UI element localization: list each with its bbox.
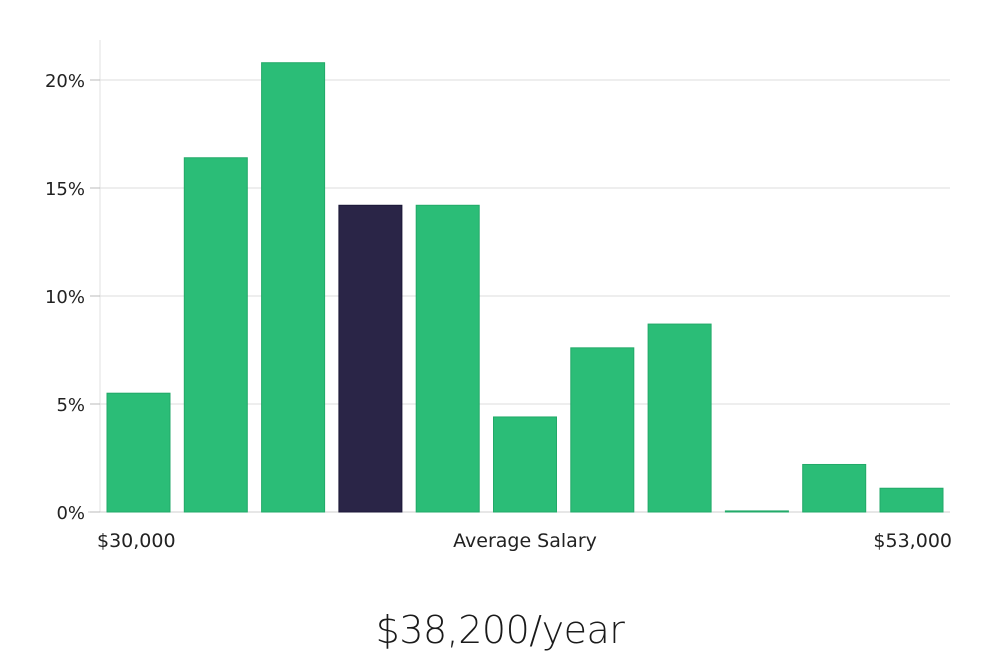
bar xyxy=(106,392,171,513)
bar xyxy=(724,510,789,513)
y-tick-label: 5% xyxy=(56,395,85,416)
y-tick-label: 15% xyxy=(45,179,85,200)
bar xyxy=(647,323,712,513)
bar xyxy=(261,62,326,513)
x-axis-title: Average Salary xyxy=(453,530,597,552)
average-salary-value: $38,200/year xyxy=(375,608,625,652)
y-tick-label: 20% xyxy=(45,71,85,92)
bar xyxy=(879,487,944,513)
y-tick-labels: 0% 5% 10% 15% 20% xyxy=(45,71,100,524)
x-min-label: $30,000 xyxy=(97,530,176,552)
bar-highlighted xyxy=(338,204,403,513)
bar xyxy=(802,463,867,513)
bars xyxy=(106,62,944,513)
x-max-label: $53,000 xyxy=(873,530,952,552)
salary-histogram-chart: 0% 5% 10% 15% 20% $30,000 Average Salary $53… xyxy=(45,40,952,552)
bar xyxy=(415,204,480,513)
y-tick-label: 10% xyxy=(45,287,85,308)
y-tick-label: 0% xyxy=(56,503,85,524)
bar xyxy=(570,347,635,513)
bar xyxy=(493,416,557,513)
bar xyxy=(183,157,248,513)
